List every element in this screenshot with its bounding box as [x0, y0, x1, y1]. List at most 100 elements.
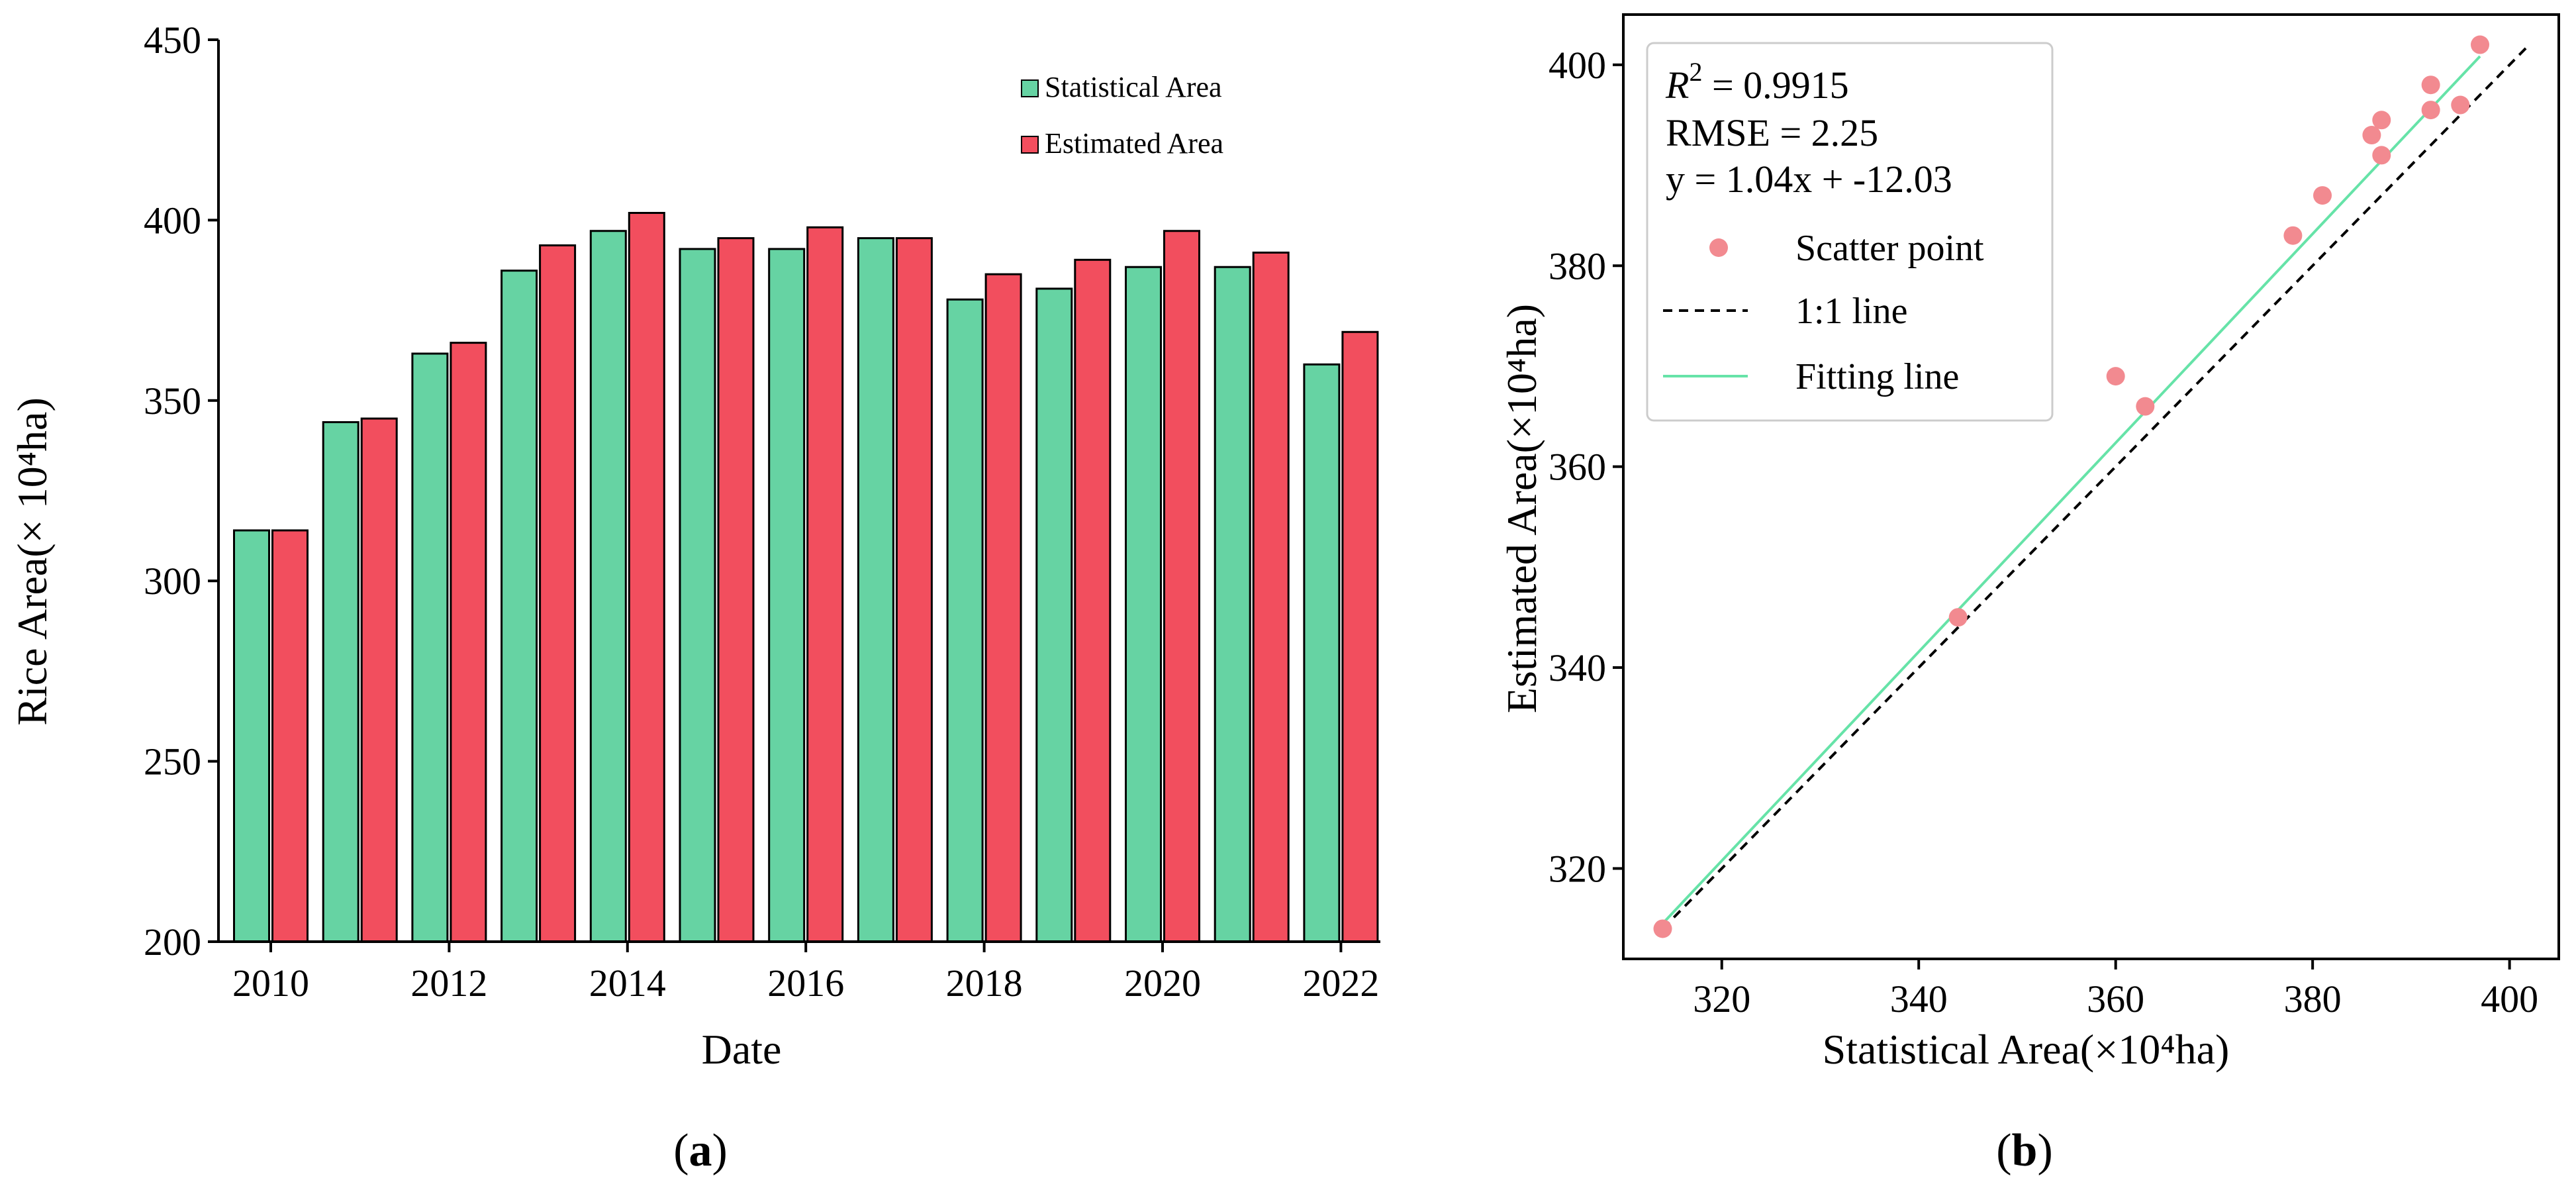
- x-tick-label: 340: [1890, 977, 1948, 1020]
- legend-label-scatter: Scatter point: [1795, 228, 1984, 269]
- bar-estimated-2020: [1163, 230, 1200, 943]
- reference-lines: [1662, 44, 2530, 930]
- x-tick-label: 2014: [589, 962, 666, 1005]
- bar-estimated-2022: [1341, 330, 1379, 943]
- legend-label-one-to-one: 1:1 line: [1795, 291, 1908, 332]
- equation-text: y = 1.04x + -12.03: [1666, 158, 1952, 201]
- scatter-point: [2451, 95, 2470, 115]
- x-tick-label: 2022: [1302, 962, 1379, 1005]
- x-axis-title: Date: [702, 1026, 782, 1073]
- y-tick-label: 400: [144, 199, 201, 242]
- bar-statistical-2018: [946, 298, 984, 943]
- x-tick-label: 2020: [1124, 962, 1201, 1005]
- x-tick-label: 400: [2481, 977, 2538, 1020]
- r-squared-symbol: R: [1665, 64, 1689, 107]
- scatter-point: [1948, 608, 1968, 627]
- scatter-point: [2313, 186, 2332, 205]
- legend-swatch-estimated: [1021, 136, 1039, 154]
- y-axis-ticks: 200 250 300 350 400 450: [144, 19, 218, 964]
- legend-swatch-statistical: [1021, 79, 1039, 97]
- bar-statistical-2019: [1035, 287, 1073, 943]
- bar-statistical-2021: [1214, 266, 1251, 943]
- y-tick-label: 340: [1549, 646, 1606, 689]
- bar-statistical-2014: [589, 230, 627, 943]
- y-axis-title: Rice Area(× 10⁴ha): [9, 397, 56, 726]
- plot-frame: [1622, 13, 2560, 960]
- y-axis-title: Estimated Area(×10⁴ha): [1498, 304, 1545, 713]
- y-tick-label: 300: [144, 560, 201, 603]
- panel-label-b-letter: b: [2012, 1125, 2038, 1176]
- scatter-point: [2362, 126, 2381, 145]
- legend: Statistical Area Estimated Area: [1021, 71, 1223, 160]
- scatter-point: [2372, 111, 2391, 130]
- panel-label-b-close: ): [2037, 1125, 2052, 1176]
- legend-box: [1646, 42, 2054, 422]
- bar-statistical-2011: [322, 421, 359, 943]
- bar-estimated-2010: [271, 529, 309, 943]
- scatter-points: [1653, 35, 2490, 938]
- panel-label-a-open: (: [673, 1125, 689, 1176]
- bar-estimated-2018: [984, 273, 1022, 943]
- scatter-point: [2283, 226, 2303, 245]
- bar-estimated-2013: [539, 244, 577, 943]
- bar-statistical-2016: [768, 248, 806, 943]
- scatter-point: [2136, 397, 2155, 416]
- legend: R2 = 0.9915 RMSE = 2.25 y = 1.04x + -12.…: [1646, 42, 2054, 422]
- scatter-point: [2421, 101, 2440, 120]
- bar-estimated-2017: [895, 237, 933, 943]
- bar-statistical-2022: [1303, 363, 1341, 943]
- scatter-point: [2471, 35, 2490, 54]
- x-tick-label: 2012: [410, 962, 487, 1005]
- plot-frame: [217, 40, 1380, 943]
- x-tick-label: 320: [1693, 977, 1750, 1020]
- legend-label-statistical: Statistical Area: [1045, 71, 1222, 103]
- bar-estimated-2012: [450, 342, 487, 943]
- r-squared-text: R2 = 0.9915: [1665, 57, 1849, 107]
- r-squared-value: = 0.9915: [1702, 64, 1848, 107]
- x-axis-title: Statistical Area(×10⁴ha): [1823, 1026, 2230, 1073]
- bar-statistical-2017: [857, 237, 894, 943]
- x-tick-label: 2016: [767, 962, 844, 1005]
- panel-label-a-close: ): [712, 1125, 728, 1176]
- bar-estimated-2019: [1074, 258, 1112, 943]
- y-tick-label: 320: [1549, 847, 1606, 890]
- bar-statistical-2015: [679, 248, 716, 943]
- panel-b-scatter-chart: 320 340 360 380 400 320 340 360 380 400 R2 = 0.9…: [1498, 13, 2560, 1176]
- panel-label-a-letter: a: [689, 1125, 712, 1176]
- y-tick-label: 200: [144, 920, 201, 964]
- x-axis-ticks: 2010 2012 2014 2016 2018 2020 2022: [232, 942, 1379, 1005]
- y-tick-label: 250: [144, 740, 201, 783]
- r-squared-exponent: 2: [1689, 57, 1702, 87]
- panel-label-a: (a): [673, 1125, 728, 1176]
- y-tick-label: 450: [144, 19, 201, 62]
- x-axis-ticks: 320 340 360 380 400: [1693, 959, 2538, 1020]
- y-tick-label: 360: [1549, 446, 1606, 489]
- panel-label-b: (b): [1996, 1125, 2053, 1176]
- legend-label-estimated: Estimated Area: [1045, 127, 1223, 160]
- legend-marker-scatter: [1709, 238, 1728, 257]
- bar-statistical-2012: [411, 352, 449, 943]
- bar-estimated-2021: [1252, 251, 1290, 943]
- scatter-point: [2421, 75, 2440, 95]
- bar-statistical-2020: [1125, 266, 1162, 943]
- x-tick-label: 360: [2087, 977, 2144, 1020]
- bar-estimated-2015: [717, 237, 755, 943]
- y-tick-label: 400: [1549, 44, 1606, 87]
- y-tick-label: 380: [1549, 244, 1606, 287]
- panel-label-b-open: (: [1996, 1125, 2011, 1176]
- bar-statistical-2013: [501, 270, 538, 943]
- scatter-point: [2106, 367, 2125, 386]
- rmse-text: RMSE = 2.25: [1666, 111, 1878, 154]
- plot-border: [1622, 13, 2560, 960]
- y-tick-label: 350: [144, 379, 201, 422]
- x-tick-label: 380: [2284, 977, 2342, 1020]
- bar-group: [233, 212, 1379, 943]
- legend-label-fitting: Fitting line: [1795, 356, 1959, 397]
- x-tick-label: 2018: [946, 962, 1023, 1005]
- scatter-point: [1653, 919, 1672, 938]
- fitting-line: [1662, 55, 2481, 924]
- bar-estimated-2011: [360, 417, 398, 943]
- x-tick-label: 2010: [232, 962, 309, 1005]
